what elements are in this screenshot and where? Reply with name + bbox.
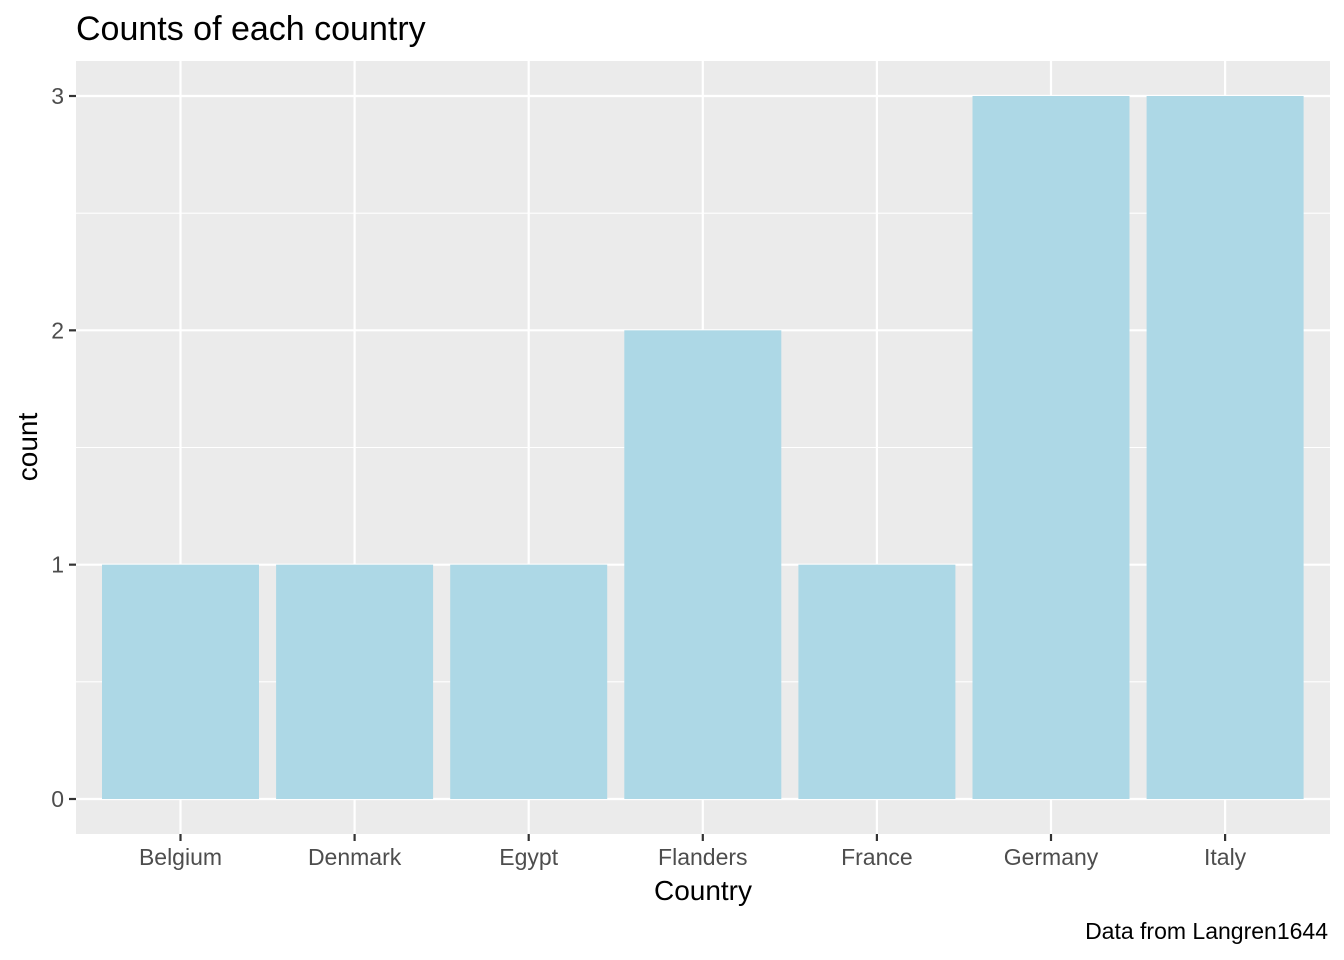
x-tick-label-france: France — [841, 844, 913, 870]
y-tick-label: 0 — [51, 786, 64, 812]
bar-denmark — [276, 564, 434, 799]
x-tick-label-germany: Germany — [1004, 844, 1099, 870]
y-tick-label: 3 — [51, 83, 64, 109]
x-tick-label-flanders: Flanders — [658, 844, 747, 870]
x-tick-label-denmark: Denmark — [308, 844, 402, 870]
x-tick-label-italy: Italy — [1204, 844, 1247, 870]
y-axis: 0 1 2 3 — [51, 83, 76, 812]
y-axis-title: count — [12, 413, 43, 482]
x-tick-label-egypt: Egypt — [499, 844, 558, 870]
x-tick-label-belgium: Belgium — [139, 844, 222, 870]
bar-italy — [1146, 96, 1304, 799]
x-axis: Belgium Denmark Egypt Flanders France Germany… — [139, 834, 1247, 870]
x-axis-title: Country — [654, 875, 752, 906]
chart-caption: Data from Langren1644 — [1085, 918, 1328, 944]
chart-title: Counts of each country — [76, 10, 426, 48]
bar-belgium — [102, 564, 259, 799]
bars — [102, 96, 1304, 799]
bar-germany — [972, 96, 1130, 799]
y-tick-label: 2 — [51, 317, 64, 343]
bar-flanders — [624, 330, 782, 799]
y-tick-label: 1 — [51, 552, 64, 578]
bar-france — [798, 564, 956, 799]
bar-egypt — [450, 564, 608, 799]
